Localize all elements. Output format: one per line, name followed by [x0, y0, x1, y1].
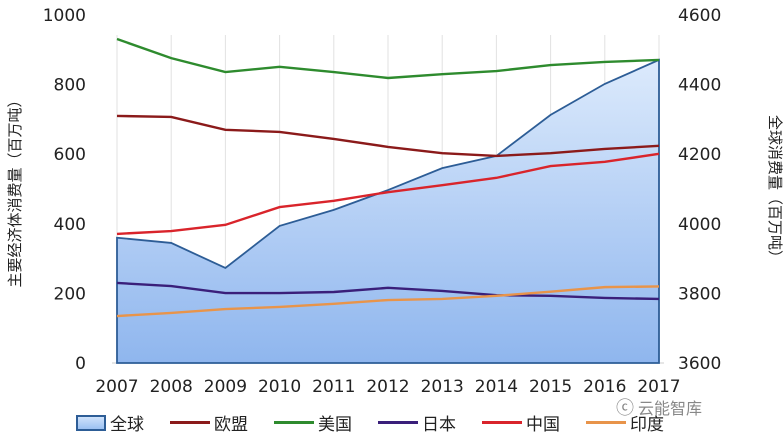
- legend-item: 中国: [482, 410, 560, 435]
- x-tick-label: 2017: [637, 377, 680, 397]
- left-tick-label: 200: [54, 284, 86, 304]
- x-tick-label: 2008: [150, 377, 193, 397]
- right-tick-label: 4200: [678, 145, 721, 165]
- right-tick-label: 3600: [678, 354, 721, 374]
- legend-label: 全球: [110, 415, 144, 435]
- x-tick-label: 2009: [204, 377, 247, 397]
- series-area-global: [116, 58, 660, 364]
- right-tick-label: 4400: [678, 76, 721, 96]
- right-tick-label: 4600: [678, 6, 721, 26]
- tick-labels: 0 200 400 600 800 1000 3600 3800 4000 4200 4400 460…: [43, 6, 722, 397]
- left-tick-label: 0: [75, 354, 86, 374]
- x-tick-label: 2011: [312, 377, 355, 397]
- left-tick-label: 400: [54, 215, 86, 235]
- wechat-icon: ⓒ: [616, 398, 634, 419]
- x-tick-label: 2014: [475, 377, 518, 397]
- left-tick-label: 600: [54, 145, 86, 165]
- legend-swatch: [586, 421, 626, 424]
- x-tick-label: 2012: [366, 377, 409, 397]
- right-tick-label: 3800: [678, 284, 721, 304]
- legend: 全球 欧盟 美国 日本 中国 印度: [76, 410, 690, 435]
- legend-label: 欧盟: [214, 415, 248, 435]
- series-group: [116, 37, 660, 364]
- legend-swatch: [378, 421, 418, 424]
- x-tick-label: 2010: [258, 377, 301, 397]
- legend-label: 中国: [526, 415, 560, 435]
- legend-swatch: [482, 421, 522, 424]
- legend-item: 日本: [378, 410, 456, 435]
- left-tick-label: 800: [54, 76, 86, 96]
- watermark-text: 云能智库: [638, 399, 703, 418]
- right-tick-label: 4000: [678, 215, 721, 235]
- x-tick-label: 2015: [529, 377, 572, 397]
- x-tick-label: 2013: [421, 377, 464, 397]
- left-axis-title: 主要经济体消费量（百万吨）: [6, 92, 24, 287]
- watermark: ⓒ 云能智库: [616, 394, 702, 420]
- x-tick-label: 2007: [95, 377, 138, 397]
- legend-label: 印度: [630, 415, 664, 435]
- legend-label: 日本: [422, 415, 456, 435]
- legend-label: 美国: [318, 415, 352, 435]
- x-tick-label: 2016: [583, 377, 626, 397]
- legend-item: 全球: [76, 410, 144, 435]
- legend-swatch: [76, 414, 106, 431]
- legend-item: 印度: [586, 410, 664, 435]
- legend-swatch: [170, 421, 210, 424]
- right-axis-title: 全球消费量（百万吨）: [766, 115, 784, 265]
- legend-swatch: [274, 421, 314, 424]
- legend-item: 美国: [274, 410, 352, 435]
- legend-item: 欧盟: [170, 410, 248, 435]
- left-tick-label: 1000: [43, 6, 86, 26]
